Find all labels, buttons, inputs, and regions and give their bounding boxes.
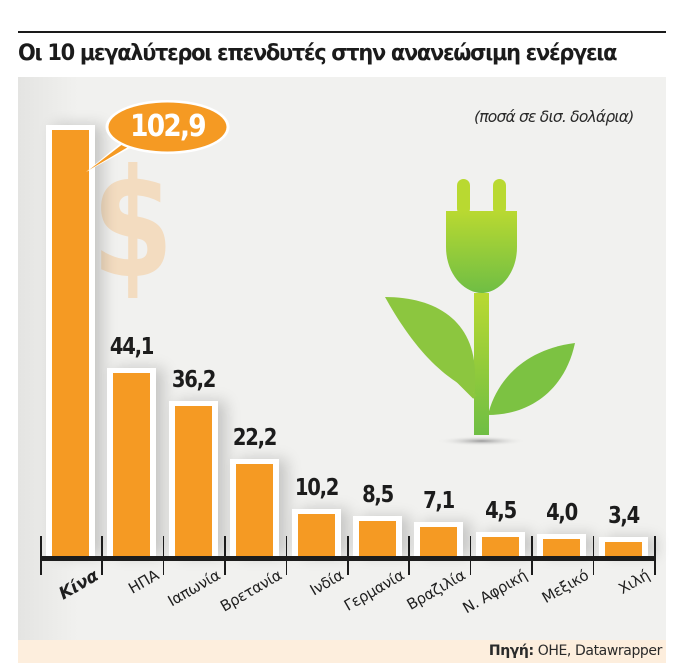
axis-tick (224, 536, 226, 575)
bar-value-label: 4,0 (546, 500, 578, 527)
axis-tick (101, 536, 103, 575)
axis-tick (408, 536, 410, 575)
source-label: Πηγή: (488, 643, 534, 659)
bar-value-label: 22,2 (233, 425, 277, 452)
chart-title: Οι 10 μεγαλύτεροι επενδυτές στην ανανεώσ… (18, 40, 618, 66)
bar (230, 459, 280, 556)
bar-fill (543, 539, 581, 556)
bar-fill (420, 526, 458, 556)
bar (475, 532, 525, 556)
axis-tick (531, 536, 533, 575)
axis-tick (40, 536, 42, 575)
axis-tick (469, 536, 472, 575)
bar-fill (174, 406, 212, 556)
axis-tick (592, 536, 595, 575)
bar-value-label: 36,2 (171, 367, 216, 394)
plug-plant-icon (385, 179, 575, 446)
callout-bubble (86, 100, 230, 172)
bar (598, 536, 648, 556)
bar (46, 124, 95, 556)
bar-fill (113, 373, 151, 556)
bar-fill (359, 520, 396, 556)
bar-value-label: 8,5 (362, 481, 394, 508)
bar-value-label: 7,1 (423, 487, 455, 514)
unit-note: (ποσά σε δισ. δολάρια) (474, 108, 634, 126)
axis-tick (285, 536, 288, 575)
bar-fill (236, 464, 274, 556)
bar-fill (52, 129, 89, 556)
bar-value-label: 44,1 (110, 334, 154, 361)
callout-value: 102,9 (130, 109, 206, 144)
bar-value-label: 4,5 (484, 498, 517, 525)
bar (107, 368, 157, 556)
bar-value-label: 3,4 (607, 502, 640, 529)
axis-tick (162, 536, 165, 575)
bar-value-label: 10,2 (294, 474, 339, 501)
source-bar (18, 640, 666, 663)
bar (168, 401, 218, 556)
title-rule (18, 31, 666, 33)
dollar-sign-icon: $ (92, 138, 174, 312)
source-text: ΟΗΕ, Datawrapper (533, 643, 663, 659)
axis-tick (347, 536, 349, 575)
bar (353, 515, 402, 556)
bar-fill (481, 537, 519, 556)
source-note: Πηγή: ΟΗΕ, Datawrapper (488, 643, 663, 659)
bar-fill (297, 513, 335, 556)
axis-tick (654, 536, 656, 575)
bar (414, 521, 464, 556)
bar (537, 534, 587, 556)
bar (291, 508, 341, 556)
bar-fill (604, 541, 642, 556)
